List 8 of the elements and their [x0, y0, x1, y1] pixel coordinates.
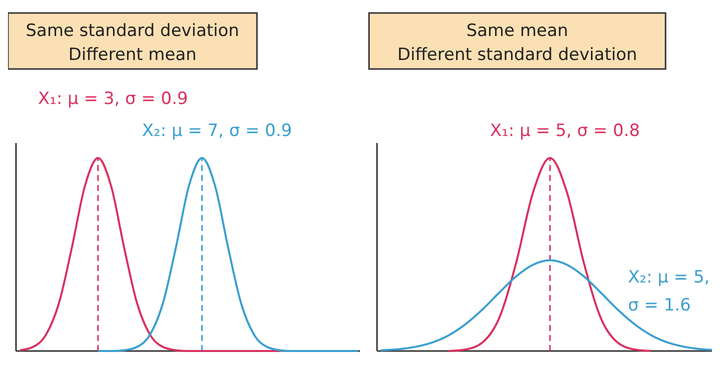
chart-subtitle: Different mean: [68, 45, 197, 65]
chart-title: Same standard deviation: [26, 21, 240, 41]
series-label: X₂: μ = 7, σ = 0.9: [142, 121, 292, 141]
series-label: X₁: μ = 5, σ = 0.8: [490, 121, 640, 141]
chart-subtitle: Different standard deviation: [397, 45, 638, 65]
series-label: X₂: μ = 5, σ = 1.6: [628, 267, 710, 316]
text: X₁: μ = 3, σ = 0.9: [38, 89, 188, 109]
chart-title: Same mean: [466, 21, 568, 41]
